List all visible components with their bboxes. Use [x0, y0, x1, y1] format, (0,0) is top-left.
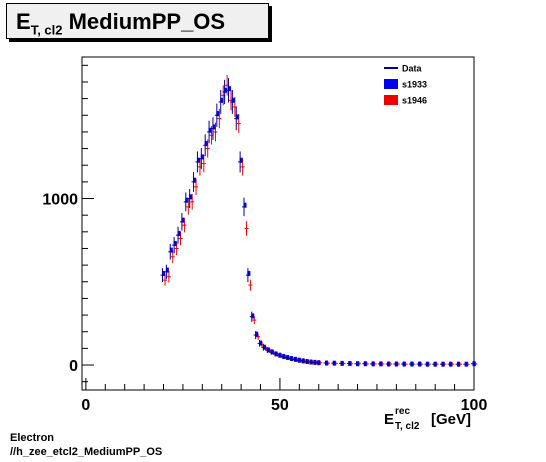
- point-s1933: [200, 154, 204, 160]
- footer-line-2: //h_zee_etcl2_MediumPP_OS: [10, 446, 163, 458]
- point-s1933: [235, 114, 239, 120]
- point-s1933: [204, 141, 208, 147]
- point-s1933: [255, 331, 259, 337]
- x-axis-label-sub: T, cl2: [395, 421, 420, 432]
- point-s1933: [247, 270, 251, 276]
- point-s1933: [173, 240, 177, 246]
- footer-line-1: Electron: [10, 432, 55, 444]
- point-s1933: [243, 202, 247, 208]
- x-tick-label: 0: [81, 397, 90, 414]
- point-s1933: [196, 157, 200, 163]
- point-s1933: [162, 270, 166, 276]
- point-s1933: [181, 217, 185, 223]
- point-s1933: [165, 267, 169, 273]
- title-main: E: [16, 9, 31, 34]
- legend-swatch-s1933: [384, 79, 398, 89]
- legend-label-s1946: s1946: [402, 96, 427, 106]
- point-s1933: [208, 127, 212, 133]
- point-s1933: [185, 197, 189, 203]
- histogram-title: ET, cl2 MediumPP_OS: [6, 3, 269, 39]
- x-axis-label-unit: [GeV]: [431, 411, 471, 428]
- x-tick-label: 50: [271, 397, 289, 414]
- point-s1933: [251, 313, 255, 319]
- point-s1933: [224, 87, 228, 93]
- point-s1933: [193, 177, 197, 183]
- title-rest: MediumPP_OS: [68, 9, 226, 34]
- point-s1933: [227, 86, 231, 92]
- y-tick-label: 0: [69, 358, 78, 375]
- legend-label-Data: Data: [402, 64, 423, 74]
- plot-frame: [81, 56, 475, 391]
- x-tick-label: 100: [461, 397, 488, 414]
- x-axis-label-main: E: [384, 411, 394, 428]
- legend-swatch-s1946: [384, 95, 398, 105]
- title-sub: T, cl2: [30, 22, 63, 38]
- x-axis-label-sup: rec: [395, 406, 410, 417]
- point-s1933: [169, 247, 173, 253]
- point-s1933: [220, 97, 224, 103]
- y-tick-label: 1000: [42, 192, 78, 209]
- point-s1933: [177, 230, 181, 236]
- point-s1933: [189, 194, 193, 200]
- point-s1933: [212, 124, 216, 130]
- point-s1933: [216, 111, 220, 117]
- point-s1933: [231, 97, 235, 103]
- point-s1933: [239, 157, 243, 163]
- legend-label-s1933: s1933: [402, 80, 427, 90]
